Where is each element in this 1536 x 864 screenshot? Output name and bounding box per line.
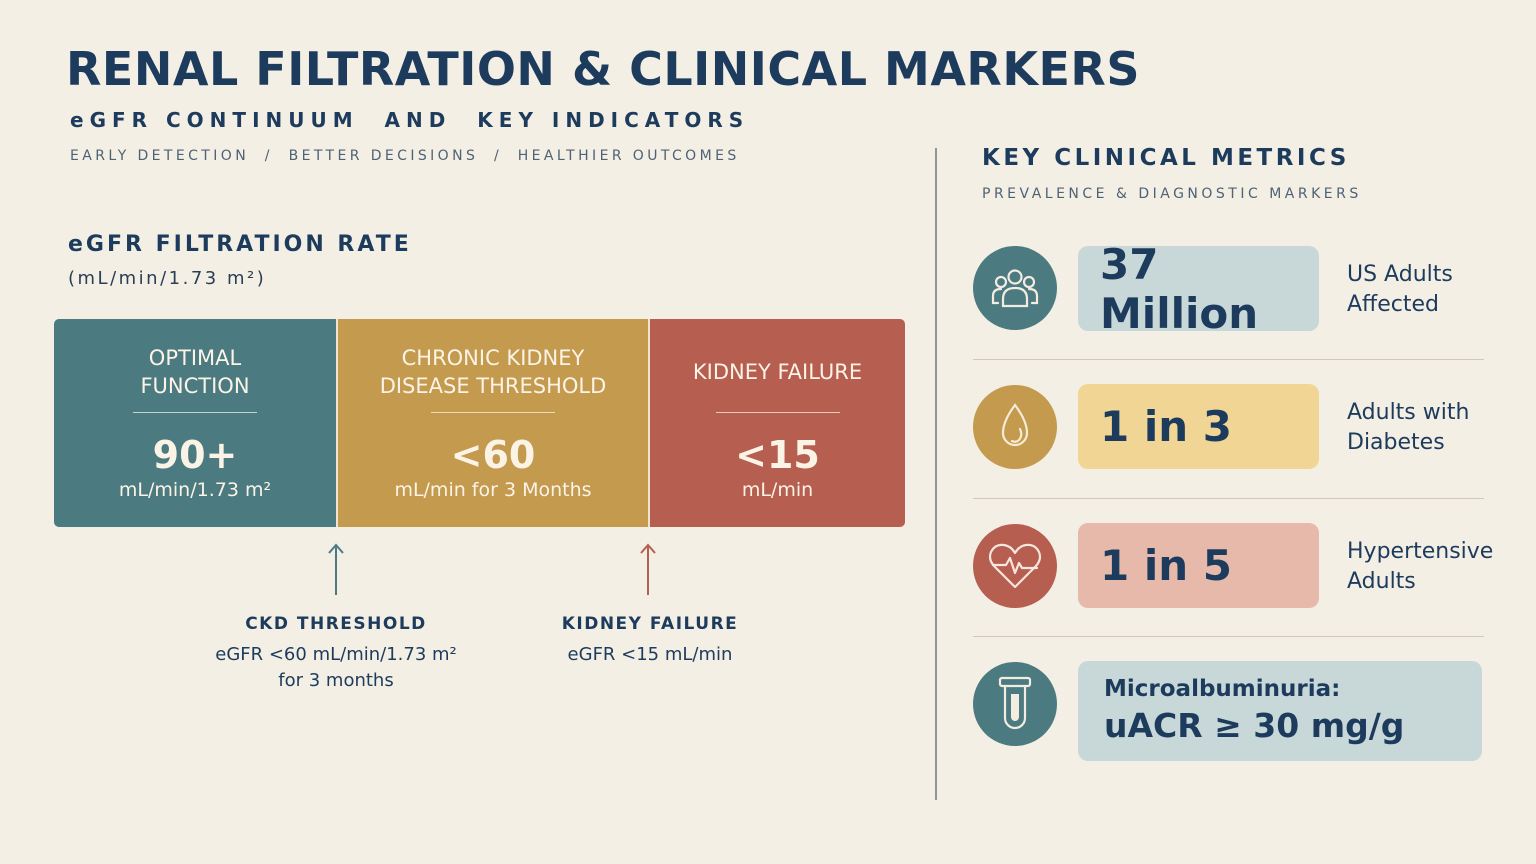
segment-unit: mL/min/1.73 m² [118, 479, 272, 501]
metrics-subtitle: PREVALENCE & DIAGNOSTIC MARKERS [982, 186, 1362, 202]
filtration-rate-unit: (mL/min/1.73 m²) [68, 268, 267, 289]
metric-value-caption: Microalbuminuria: [1104, 676, 1341, 702]
ckd-threshold-marker: CKD THRESHOLD eGFR <60 mL/min/1.73 m² fo… [196, 614, 476, 694]
marker-description: eGFR <15 mL/min [567, 644, 733, 665]
segment-value: 90+ [152, 433, 238, 477]
segment-unit: mL/min for 3 Months [394, 479, 592, 501]
segment-optimal-function: OPTIMAL FUNCTION 90+ mL/min/1.73 m² [54, 319, 336, 527]
droplet-icon [1001, 403, 1029, 447]
metric-value-pill: 37 Million [1078, 240, 1319, 338]
segment-value: <60 [450, 433, 536, 477]
test-tube-icon [998, 676, 1032, 730]
marker-description: eGFR <60 mL/min/1.73 m² [215, 644, 457, 665]
segment-unit: mL/min [741, 479, 814, 501]
page-title: RENAL FILTRATION & CLINICAL MARKERS [66, 42, 1140, 96]
metric-label-line: Adults with [1347, 400, 1470, 425]
section-divider [935, 148, 937, 800]
metric-value: uACR ≥ 30 mg/g [1104, 706, 1405, 745]
metric-icon-circle [973, 385, 1057, 469]
heart-pulse-icon [988, 543, 1042, 589]
metric-label: Hypertensive Adults [1347, 537, 1493, 597]
kidney-failure-marker: KIDNEY FAILURE eGFR <15 mL/min [520, 614, 780, 668]
segment-label: OPTIMAL FUNCTION [140, 346, 250, 398]
segment-divider [133, 412, 257, 413]
kidney-failure-arrow-icon [640, 543, 656, 595]
segment-value: <15 [735, 433, 820, 477]
segment-divider [431, 412, 555, 413]
filtration-rate-title: eGFR FILTRATION RATE [68, 232, 412, 257]
metric-divider [973, 636, 1484, 637]
segment-divider [715, 412, 840, 413]
metric-divider [973, 498, 1484, 499]
ckd-threshold-arrow-icon [328, 543, 344, 595]
segment-label: KIDNEY FAILURE [692, 360, 863, 384]
metric-divider [973, 359, 1484, 360]
metric-label: Adults with Diabetes [1347, 398, 1469, 458]
metric-icon-circle [973, 524, 1057, 608]
metric-value: 1 in 3 [1100, 402, 1232, 451]
metric-label-line: US Adults [1347, 262, 1453, 287]
page-tagline: EARLY DETECTION / BETTER DECISIONS / HEA… [70, 148, 740, 164]
marker-title: KIDNEY FAILURE [561, 614, 739, 634]
people-group-icon [991, 269, 1039, 308]
metric-icon-circle [973, 662, 1057, 746]
metric-value: 1 in 5 [1100, 541, 1232, 590]
metric-value-pill: 1 in 5 [1078, 523, 1319, 608]
segment-kidney-failure: KIDNEY FAILURE <15 mL/min [648, 319, 905, 527]
metric-label-line: Hypertensive [1347, 539, 1494, 564]
metric-label-line: Diabetes [1347, 430, 1445, 455]
egfr-continuum-bar: OPTIMAL FUNCTION 90+ mL/min/1.73 m² CHRO… [54, 319, 905, 527]
metric-value-pill: Microalbuminuria: uACR ≥ 30 mg/g [1078, 661, 1482, 761]
marker-description: for 3 months [278, 670, 394, 691]
metric-value: 37 Million [1100, 239, 1259, 338]
marker-title: CKD THRESHOLD [245, 614, 427, 634]
metric-label-line: Affected [1347, 292, 1439, 317]
page-subtitle: eGFR CONTINUUM AND KEY INDICATORS [70, 108, 750, 132]
segment-ckd-threshold: CHRONIC KIDNEY DISEASE THRESHOLD <60 mL/… [336, 319, 648, 527]
metric-label-line: Adults [1347, 569, 1416, 594]
metric-value-pill: 1 in 3 [1078, 384, 1319, 469]
segment-label: CHRONIC KIDNEY DISEASE THRESHOLD [379, 346, 607, 398]
metrics-title: KEY CLINICAL METRICS [982, 145, 1350, 171]
metric-label: US Adults Affected [1347, 260, 1453, 320]
metric-icon-circle [973, 246, 1057, 330]
